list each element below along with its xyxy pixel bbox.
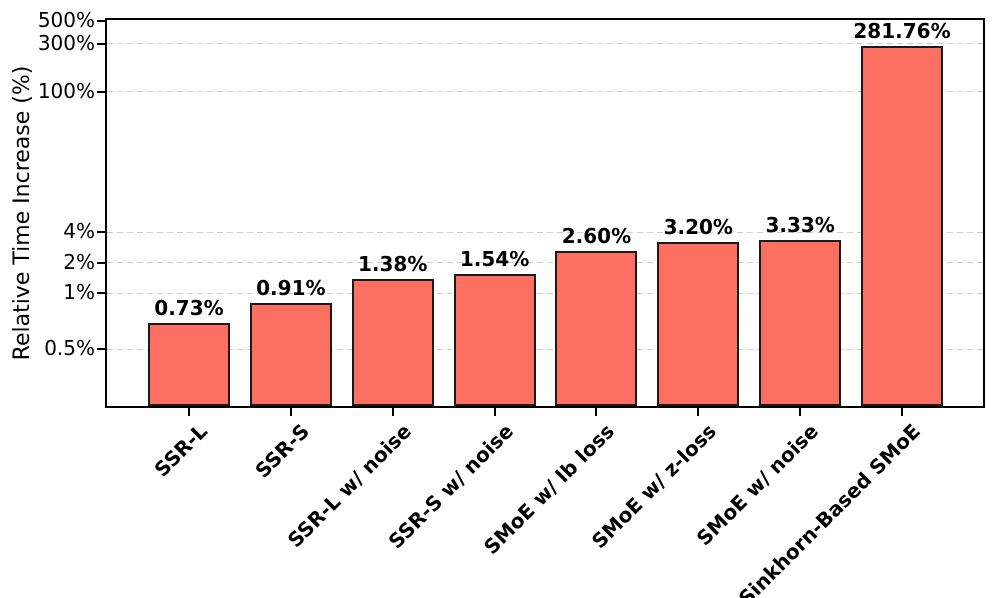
bar — [148, 323, 230, 406]
h-gridline — [107, 292, 983, 294]
x-tick-mark — [391, 408, 394, 416]
bar-value-label: 2.60% — [561, 224, 632, 249]
bar-value-label: 1.54% — [459, 247, 530, 272]
x-tick-mark — [289, 408, 292, 416]
y-tick-label: 0.5% — [44, 336, 95, 360]
bar — [759, 240, 842, 406]
h-gridline — [107, 262, 983, 264]
y-tick-mark — [97, 292, 105, 294]
bar — [351, 278, 434, 406]
y-tick-mark — [97, 231, 105, 234]
bar-value-label: 3.33% — [765, 213, 835, 238]
plot-area — [105, 18, 985, 408]
x-tick-label: SSR-L — [149, 419, 212, 482]
x-tick-mark — [188, 408, 190, 416]
bar — [861, 46, 943, 406]
x-tick-mark — [799, 408, 802, 416]
y-tick-mark — [97, 20, 105, 23]
bar-value-label: 0.91% — [256, 276, 326, 301]
x-tick-mark — [901, 408, 903, 416]
x-tick-mark — [493, 408, 496, 416]
x-tick-mark — [697, 408, 700, 416]
y-tick-label: 1% — [63, 280, 95, 304]
y-tick-label: 100% — [37, 78, 95, 103]
y-tick-mark — [97, 90, 105, 93]
bar-value-label: 281.76% — [853, 19, 951, 44]
bar — [249, 303, 332, 406]
y-tick-label: 4% — [63, 219, 95, 244]
y-tick-mark — [97, 348, 105, 350]
y-tick-label: 500% — [37, 8, 95, 33]
x-tick-mark — [595, 408, 598, 416]
y-tick-label: 300% — [37, 30, 95, 55]
y-axis-label: Relative Time Increase (%) — [10, 65, 35, 361]
y-tick-label: 2% — [63, 249, 95, 274]
bar — [453, 274, 536, 406]
bar-value-label: 1.38% — [358, 251, 428, 276]
h-gridline — [107, 91, 983, 93]
bar — [657, 242, 740, 406]
h-gridline — [107, 348, 983, 350]
bar-value-label: 3.20% — [663, 215, 733, 240]
bar — [555, 251, 638, 406]
y-tick-mark — [97, 261, 105, 264]
h-gridline — [107, 43, 983, 45]
h-gridline — [107, 231, 983, 233]
bar-value-label: 0.73% — [154, 296, 224, 321]
y-tick-mark — [97, 42, 105, 45]
